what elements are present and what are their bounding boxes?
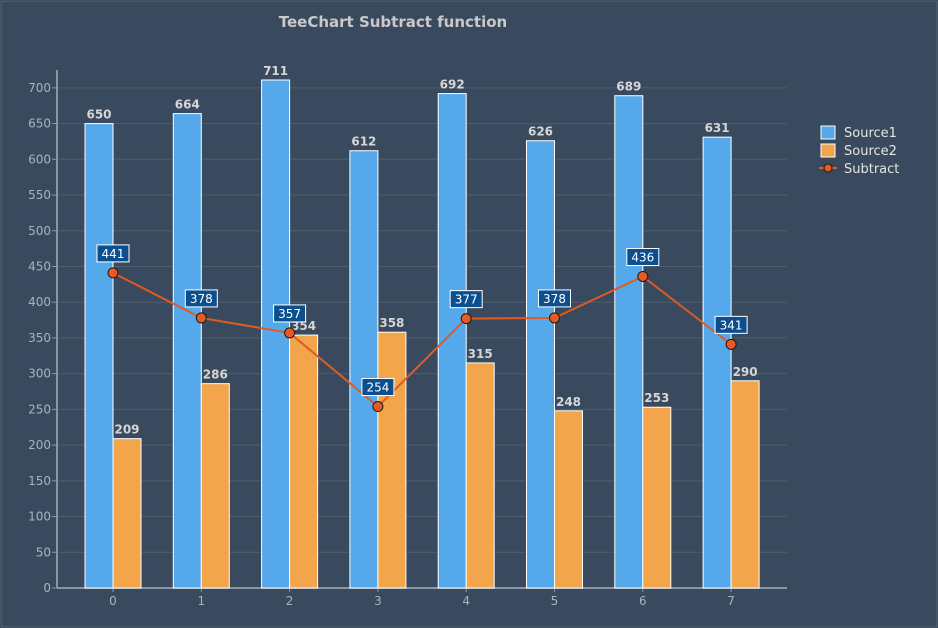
source2-value-label: 253 — [644, 391, 669, 405]
y-tick-label: 200 — [28, 438, 51, 452]
subtract-mark-box — [538, 289, 571, 308]
x-tick-label: 7 — [727, 594, 735, 608]
source1-bar — [84, 123, 114, 589]
subtract-mark-box — [449, 290, 483, 309]
source2-value-label: 286 — [203, 368, 228, 382]
x-tick-label: 0 — [109, 594, 117, 608]
subtract-point — [195, 312, 207, 324]
subtract-point — [549, 312, 560, 324]
subtract-point — [284, 327, 296, 339]
subtract-point — [372, 401, 384, 413]
line-layer: 441 378 357 254 377 378 436 341 — [96, 244, 748, 413]
subtract-point — [637, 270, 649, 282]
x-tick-label: 1 — [197, 594, 205, 608]
subtract-mark-label: 378 — [190, 292, 213, 306]
subtract-mark-box — [184, 289, 218, 308]
source2-value-label: 248 — [556, 395, 581, 409]
legend-source2-swatch — [820, 143, 836, 158]
source1-value-label: 711 — [263, 64, 288, 78]
source1-value-label: 692 — [440, 78, 465, 92]
x-tick-label: 6 — [639, 594, 647, 608]
x-tick-label: 3 — [374, 594, 382, 608]
source1-value-label: 631 — [705, 121, 730, 135]
x-tick-label: 2 — [286, 594, 294, 608]
x-tick-label: 4 — [462, 594, 470, 608]
subtract-mark-box — [96, 244, 130, 263]
y-tick-label: 700 — [28, 81, 51, 95]
source1-value-label: 689 — [616, 80, 641, 94]
source2-bar — [642, 406, 672, 589]
y-tick-label: 550 — [28, 188, 51, 202]
y-tick-label: 50 — [36, 545, 51, 559]
subtract-mark-label: 378 — [543, 292, 566, 306]
legend-label: Source2 — [844, 144, 897, 159]
source1-bar — [172, 113, 202, 589]
source2-bar — [465, 362, 495, 589]
y-tick-label: 150 — [28, 474, 51, 488]
y-tick-label: 400 — [28, 295, 51, 309]
source1-bar — [349, 150, 379, 589]
subtract-mark-label: 377 — [455, 293, 478, 307]
source2-bar — [377, 331, 407, 589]
subtract-mark-box — [273, 304, 307, 323]
source1-bar — [702, 136, 732, 589]
subtract-point — [460, 313, 472, 325]
source2-bar — [112, 438, 142, 589]
legend-source1-swatch — [820, 125, 836, 140]
source1-value-label: 626 — [528, 125, 553, 139]
subtract-point — [107, 267, 119, 279]
source1-value-label: 650 — [86, 108, 111, 122]
source1-value-label: 612 — [351, 135, 376, 149]
subtract-mark-box — [714, 315, 748, 334]
chart-title: TeeChart Subtract function — [279, 13, 507, 31]
bar-layer: 650 664 711 612 692 626 689 631 209 286 354 358 315 2… — [84, 64, 760, 589]
subtract-line — [112, 272, 732, 408]
source2-value-label: 315 — [468, 347, 493, 361]
subtract-mark-box — [626, 247, 660, 266]
source1-bar — [614, 95, 644, 589]
source2-value-label: 209 — [114, 423, 139, 437]
subtract-mark-label: 254 — [366, 381, 389, 395]
y-tick-label: 600 — [28, 152, 51, 166]
source2-value-label: 354 — [291, 319, 316, 333]
legend-label: Subtract — [844, 162, 899, 177]
source1-bar — [437, 93, 467, 589]
y-tick-label: 250 — [28, 402, 51, 416]
y-tick-label: 500 — [28, 224, 51, 238]
y-tick-label: 450 — [28, 259, 51, 273]
subtract-mark-label: 436 — [631, 250, 654, 264]
subtract-point — [725, 338, 737, 350]
source1-value-label: 664 — [175, 98, 200, 112]
y-tick-label: 350 — [28, 331, 51, 345]
source2-bar — [730, 380, 760, 589]
source2-value-label: 290 — [733, 365, 758, 379]
source1-bar — [526, 140, 555, 589]
subtract-mark-label: 441 — [102, 247, 125, 261]
legend-label: Source1 — [844, 126, 897, 141]
source2-bar — [200, 383, 230, 589]
legend-subtract-marker — [823, 163, 833, 173]
legend[interactable]: Source1 Source2 Subtract — [819, 125, 899, 177]
y-tick-label: 300 — [28, 367, 51, 381]
y-tick-label: 650 — [28, 117, 51, 131]
subtract-mark-label: 357 — [278, 307, 301, 321]
x-tick-label: 5 — [551, 594, 559, 608]
subtract-mark-box — [361, 378, 395, 397]
y-tick-label: 0 — [43, 581, 51, 595]
subtract-mark-label: 341 — [720, 318, 743, 332]
source2-bar — [554, 410, 583, 589]
source2-value-label: 358 — [379, 316, 404, 330]
source2-bar — [289, 334, 319, 589]
y-tick-label: 100 — [28, 510, 51, 524]
